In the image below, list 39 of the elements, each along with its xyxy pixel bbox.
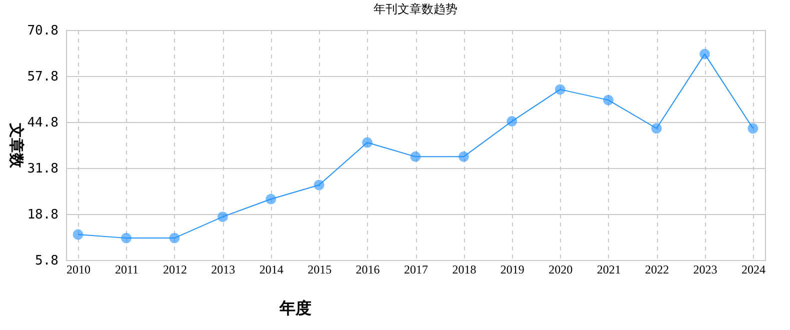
point — [217, 212, 228, 222]
x-tick-label: 2018 — [452, 262, 476, 276]
point — [266, 194, 276, 204]
point — [651, 123, 662, 134]
x-tick-label: 2021 — [596, 262, 621, 276]
x-tick-label: 2015 — [308, 262, 332, 276]
y-axis-title: 文章数 — [8, 122, 26, 169]
point — [121, 232, 132, 244]
x-tick-label: 2011 — [114, 262, 139, 276]
x-tick-label: 2010 — [66, 262, 91, 276]
x-tick-label: 2016 — [356, 262, 380, 276]
point — [748, 123, 758, 134]
x-tick-label: 2023 — [693, 262, 718, 276]
point — [362, 137, 373, 148]
chart-title: 年刊文章数趋势 — [374, 2, 458, 16]
point — [506, 116, 518, 127]
point — [169, 232, 180, 244]
x-tick-label: 2020 — [548, 262, 573, 276]
x-tick-label: 2024 — [741, 262, 766, 276]
y-tick-label: 5.8 — [35, 254, 58, 268]
x-tick-label: 2017 — [404, 262, 428, 276]
x-tick-label: 2012 — [162, 262, 187, 276]
y-tick-label: 44.8 — [27, 116, 58, 130]
point — [314, 180, 324, 190]
point — [554, 84, 566, 95]
point — [458, 151, 469, 162]
point — [603, 94, 614, 106]
x-tick-label: 2019 — [500, 262, 524, 276]
y-tick-label: 57.8 — [27, 70, 58, 84]
x-tick-label: 2014 — [259, 262, 284, 276]
y-tick-label: 31.8 — [27, 162, 58, 176]
point — [72, 229, 84, 240]
point — [410, 151, 421, 162]
x-axis-title: 年度 — [278, 298, 312, 318]
x-tick-label: 2022 — [645, 262, 670, 276]
y-tick-label: 70.8 — [27, 24, 58, 38]
y-tick-label: 18.8 — [27, 208, 58, 222]
x-tick-label: 2013 — [211, 262, 236, 276]
point — [699, 48, 710, 60]
